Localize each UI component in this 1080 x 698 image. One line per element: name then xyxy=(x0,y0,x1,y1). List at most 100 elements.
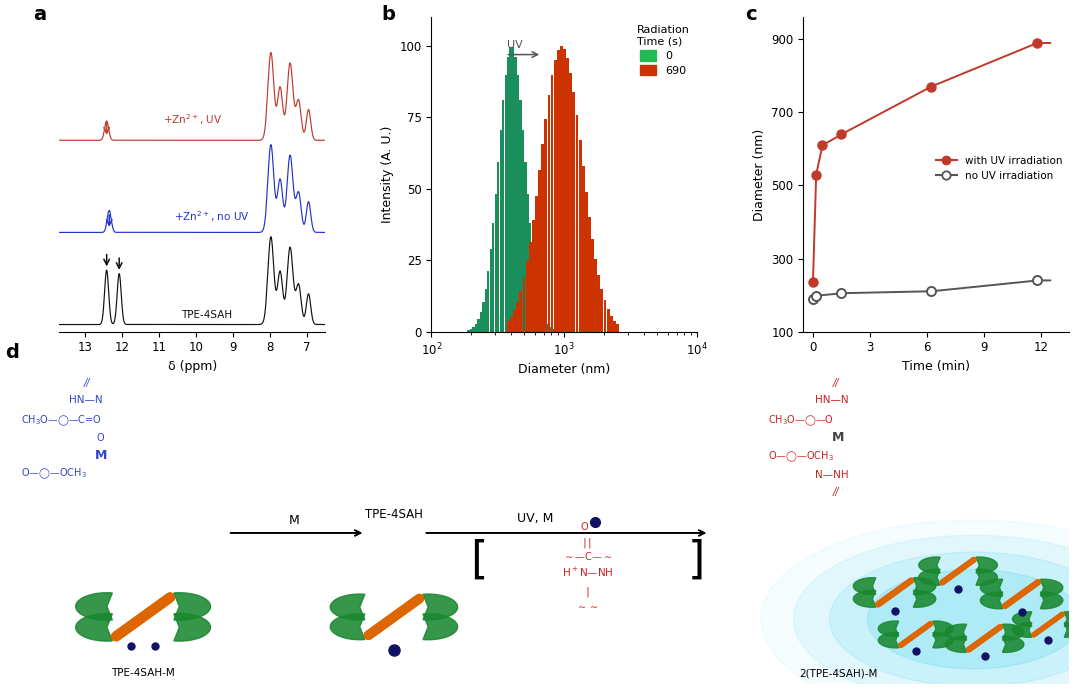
Bar xyxy=(475,324,477,332)
Text: O—◯—OCH$_3$: O—◯—OCH$_3$ xyxy=(22,467,87,481)
Text: O$^-$: O$^-$ xyxy=(580,520,596,532)
Bar xyxy=(516,302,519,332)
Bar xyxy=(527,194,529,332)
Polygon shape xyxy=(933,632,954,648)
Bar xyxy=(554,330,556,332)
Polygon shape xyxy=(423,614,458,640)
Bar xyxy=(468,330,470,332)
Polygon shape xyxy=(1002,637,1024,653)
Text: b: b xyxy=(381,5,395,24)
Text: $\sim\sim$: $\sim\sim$ xyxy=(576,600,599,610)
Polygon shape xyxy=(76,593,112,621)
Polygon shape xyxy=(867,570,1080,669)
Bar xyxy=(522,130,524,332)
Polygon shape xyxy=(933,621,954,637)
Bar xyxy=(512,47,514,332)
Bar xyxy=(483,302,485,332)
Polygon shape xyxy=(1064,623,1080,637)
Text: CH$_3$O—◯—C=O: CH$_3$O—◯—C=O xyxy=(22,413,103,428)
Legend: 0, 690: 0, 690 xyxy=(634,23,691,78)
Polygon shape xyxy=(914,578,935,595)
Bar xyxy=(535,196,538,332)
Bar xyxy=(517,75,519,332)
X-axis label: Time (min): Time (min) xyxy=(902,360,970,373)
Text: //: // xyxy=(833,487,839,497)
Text: HN—N: HN—N xyxy=(69,395,103,406)
Bar xyxy=(600,289,604,332)
Text: [: [ xyxy=(470,539,487,582)
Bar xyxy=(544,119,548,332)
Bar xyxy=(519,291,523,332)
Bar xyxy=(513,310,516,332)
Bar xyxy=(610,315,612,332)
Text: c: c xyxy=(745,5,757,24)
Text: H$^+$N—NH: H$^+$N—NH xyxy=(562,566,613,579)
Bar xyxy=(582,167,584,332)
Bar xyxy=(524,162,527,332)
Text: 2(TPE-4SAH)-M: 2(TPE-4SAH)-M xyxy=(799,669,878,678)
Bar xyxy=(507,57,510,332)
Bar xyxy=(563,49,566,332)
X-axis label: Diameter (nm): Diameter (nm) xyxy=(518,364,610,376)
Bar xyxy=(538,170,541,332)
Bar xyxy=(549,327,551,332)
Polygon shape xyxy=(1012,623,1031,637)
Bar xyxy=(569,73,572,332)
Bar xyxy=(507,321,510,332)
Bar xyxy=(510,317,513,332)
Bar xyxy=(597,275,600,332)
Bar xyxy=(559,46,563,332)
Polygon shape xyxy=(878,621,899,637)
Polygon shape xyxy=(794,535,1080,698)
Polygon shape xyxy=(981,592,1002,609)
Text: M: M xyxy=(833,431,845,445)
Polygon shape xyxy=(878,632,899,648)
Bar xyxy=(535,272,537,332)
Bar xyxy=(604,300,606,332)
Bar xyxy=(591,239,594,332)
Text: +Zn$^{2+}$, no UV: +Zn$^{2+}$, no UV xyxy=(174,209,249,224)
Bar xyxy=(541,144,544,332)
Bar xyxy=(472,327,475,332)
Bar xyxy=(612,320,616,332)
Bar xyxy=(566,58,569,332)
Polygon shape xyxy=(174,593,211,621)
Bar xyxy=(576,115,579,332)
Bar xyxy=(532,220,535,332)
Polygon shape xyxy=(1002,624,1024,640)
Polygon shape xyxy=(914,591,935,607)
Bar xyxy=(585,192,588,332)
Text: TPE-4SAH: TPE-4SAH xyxy=(365,507,423,521)
Polygon shape xyxy=(853,591,876,607)
Bar xyxy=(544,319,546,332)
Text: TPE-4SAH: TPE-4SAH xyxy=(181,309,232,320)
Text: M: M xyxy=(289,514,300,527)
Polygon shape xyxy=(945,624,967,640)
Bar xyxy=(529,223,531,332)
Text: UV, M: UV, M xyxy=(516,512,553,526)
Bar xyxy=(616,325,619,332)
Text: $\sim$—C—$\sim$: $\sim$—C—$\sim$ xyxy=(563,551,612,563)
Polygon shape xyxy=(1040,579,1063,596)
Polygon shape xyxy=(919,557,940,573)
Polygon shape xyxy=(976,557,998,573)
Text: ||: || xyxy=(582,537,594,548)
Bar xyxy=(579,140,581,332)
Bar xyxy=(504,75,507,332)
Bar xyxy=(480,312,482,332)
Bar xyxy=(557,50,559,332)
Bar xyxy=(529,242,531,332)
Text: TPE-4SAH-M: TPE-4SAH-M xyxy=(111,669,175,678)
Bar xyxy=(551,75,553,332)
Bar xyxy=(514,57,516,332)
Bar xyxy=(492,223,495,332)
Bar xyxy=(519,101,522,332)
Legend: with UV irradiation, no UV irradiation: with UV irradiation, no UV irradiation xyxy=(932,151,1067,185)
Bar xyxy=(487,272,489,332)
Polygon shape xyxy=(981,579,1002,596)
Polygon shape xyxy=(174,614,211,641)
Polygon shape xyxy=(829,552,1080,686)
Polygon shape xyxy=(853,578,876,595)
Text: //: // xyxy=(833,378,839,389)
Polygon shape xyxy=(1040,592,1063,609)
